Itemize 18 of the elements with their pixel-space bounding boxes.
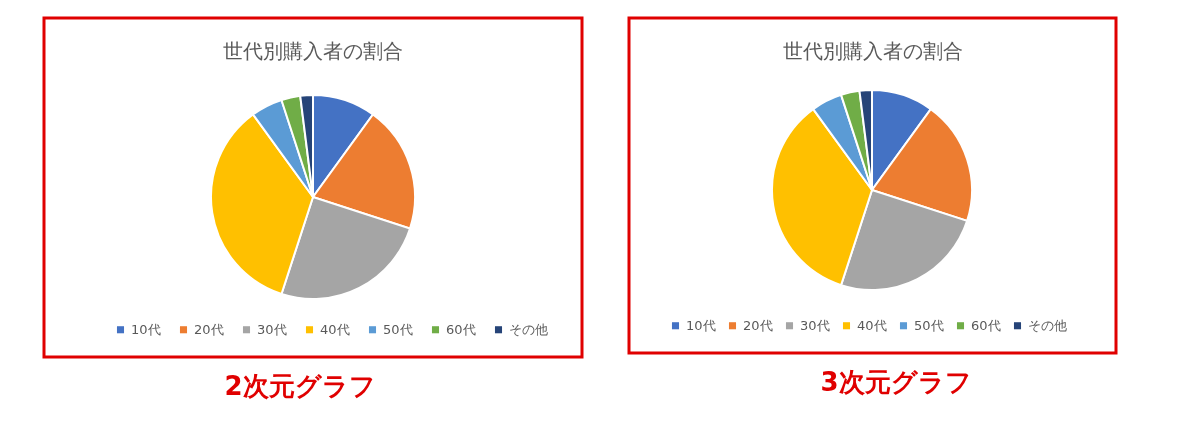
text: 2次元グラフ [224, 371, 376, 401]
legend-label: 20代 [743, 317, 773, 333]
legend-label: 10代 [131, 321, 161, 337]
text: 3次元グラフ [820, 367, 972, 397]
legend-label: 50代 [383, 321, 413, 337]
legend-label: 20代 [194, 321, 224, 337]
legend-label: その他 [1028, 317, 1067, 333]
legend-label: 60代 [446, 321, 476, 337]
legend-label: 30代 [257, 321, 287, 337]
chart-title: 世代別購入者の割合 [223, 39, 403, 63]
legend-label: 40代 [320, 321, 350, 337]
legend-label: 10代 [686, 317, 716, 333]
legend-label: 50代 [914, 317, 944, 333]
legend-label: 30代 [800, 317, 830, 333]
legend-label: 60代 [971, 317, 1001, 333]
legend-label: その他 [509, 321, 548, 337]
chart-title: 世代別購入者の割合 [782, 39, 963, 63]
legend-label: 40代 [857, 317, 887, 333]
